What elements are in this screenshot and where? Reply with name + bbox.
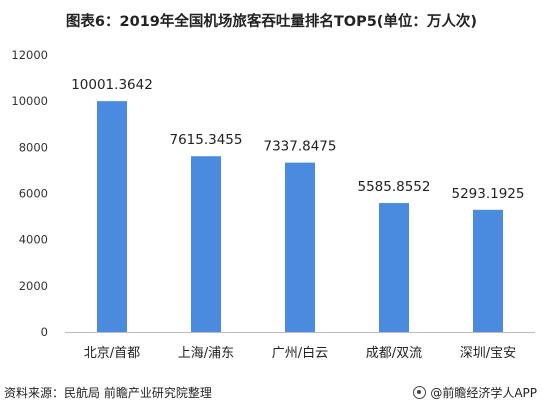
bar-value-label: 5585.8552 — [357, 179, 430, 195]
bar — [379, 203, 409, 332]
brand-logo-icon — [413, 386, 427, 399]
y-tick-label: 2000 — [19, 279, 48, 293]
chart-title: 图表6：2019年全国机场旅客吞吐量排名TOP5(单位：万人次) — [65, 14, 478, 30]
x-category-label: 广州/白云 — [272, 345, 328, 361]
data-labels: 10001.3642 7615.3455 7337.8475 5585.8552 529… — [71, 77, 524, 202]
x-category-label: 成都/双流 — [366, 346, 422, 361]
bar — [191, 156, 221, 332]
y-tick-label: 10000 — [11, 94, 48, 108]
brand-credit: @前瞻经济学人APP — [413, 384, 537, 401]
bar — [285, 162, 315, 332]
brand-text: @前瞻经济学人APP — [430, 386, 537, 400]
bar-value-label: 7615.3455 — [169, 132, 242, 148]
bar-value-label: 5293.1925 — [451, 186, 524, 202]
y-tick-label: 12000 — [11, 48, 48, 62]
x-category-label: 深圳/宝安 — [460, 346, 516, 361]
bars — [97, 101, 503, 332]
x-category-label: 上海/浦东 — [178, 346, 234, 361]
y-tick-label: 8000 — [19, 140, 48, 154]
x-category-label: 北京/首都 — [84, 346, 140, 361]
y-axis-ticks: 0 2000 4000 6000 8000 10000 12000 — [11, 48, 48, 339]
bar — [473, 209, 503, 332]
y-tick-label: 6000 — [19, 187, 48, 201]
category-labels: 北京/首都 上海/浦东 广州/白云 成都/双流 深圳/宝安 — [84, 345, 516, 361]
bar-value-label: 10001.3642 — [71, 77, 153, 93]
bar-value-label: 7337.8475 — [263, 139, 336, 155]
y-tick-label: 4000 — [19, 233, 48, 247]
y-tick-label: 0 — [41, 325, 48, 339]
source-note: 资料来源：民航局 前瞻产业研究院整理 — [4, 386, 212, 400]
bar — [97, 101, 127, 332]
